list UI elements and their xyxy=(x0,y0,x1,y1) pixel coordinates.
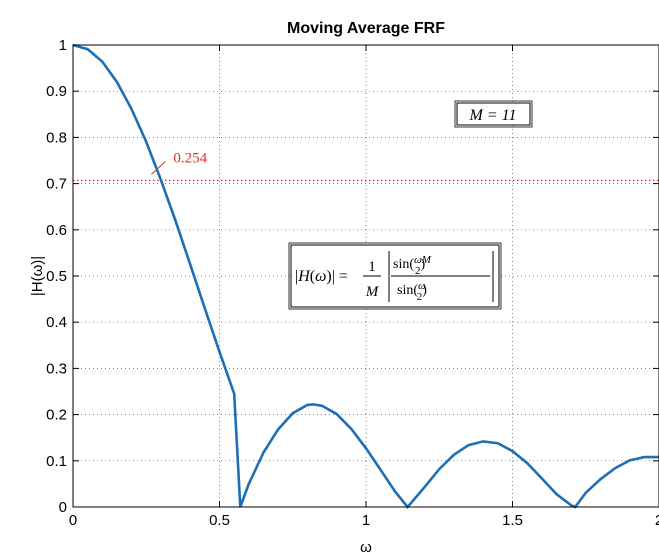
chart-title: Moving Average FRF xyxy=(287,20,445,37)
cutoff-label: 0.254 xyxy=(173,150,207,166)
cutoff-arrow xyxy=(151,160,166,175)
x-tick-labels: 0 0.5 1 1.5 2 xyxy=(69,512,659,529)
x-tick-label: 0 xyxy=(69,512,77,529)
formula-numerator: sin(ωM 2) xyxy=(393,254,432,277)
formula-m: M xyxy=(365,284,380,300)
grid xyxy=(73,45,659,507)
x-tick-label: 2 xyxy=(655,512,659,529)
formula-box: |H(ω)| = 1 M sin(ωM 2) sin(ω 2) xyxy=(288,242,502,310)
y-axis-label: |H(ω)| xyxy=(29,256,46,296)
series-line xyxy=(72,43,659,510)
formula-one: 1 xyxy=(368,259,376,275)
y-tick-label: 0.3 xyxy=(46,360,67,377)
y-tick-label: 0.4 xyxy=(46,314,67,331)
y-tick-label: 0.6 xyxy=(46,222,67,239)
m-value-box: M = 11 xyxy=(454,100,533,128)
y-tick-label: 0.2 xyxy=(46,407,67,424)
axis-ticks xyxy=(72,44,659,508)
formula-lhs: |H(ω)| = xyxy=(295,268,348,285)
y-tick-label: 0.8 xyxy=(46,129,67,146)
y-tick-label: 1 xyxy=(59,37,67,54)
formula-denominator: sin(ω 2) xyxy=(397,280,427,303)
y-tick-label: 0.7 xyxy=(46,176,67,193)
x-axis-label: ω xyxy=(360,539,372,556)
y-tick-label: 0.5 xyxy=(46,268,67,285)
y-tick-label: 0.9 xyxy=(46,83,67,100)
x-tick-label: 1 xyxy=(362,512,370,529)
y-tick-label: 0 xyxy=(59,499,67,516)
y-tick-label: 0.1 xyxy=(46,453,67,470)
x-tick-label: 1.5 xyxy=(502,512,523,529)
m-value-text: M = 11 xyxy=(469,107,517,124)
x-tick-label: 0.5 xyxy=(209,512,230,529)
y-tick-labels: 0 0.1 0.2 0.3 0.4 0.5 0.6 0.7 0.8 0.9 1 xyxy=(46,37,67,516)
